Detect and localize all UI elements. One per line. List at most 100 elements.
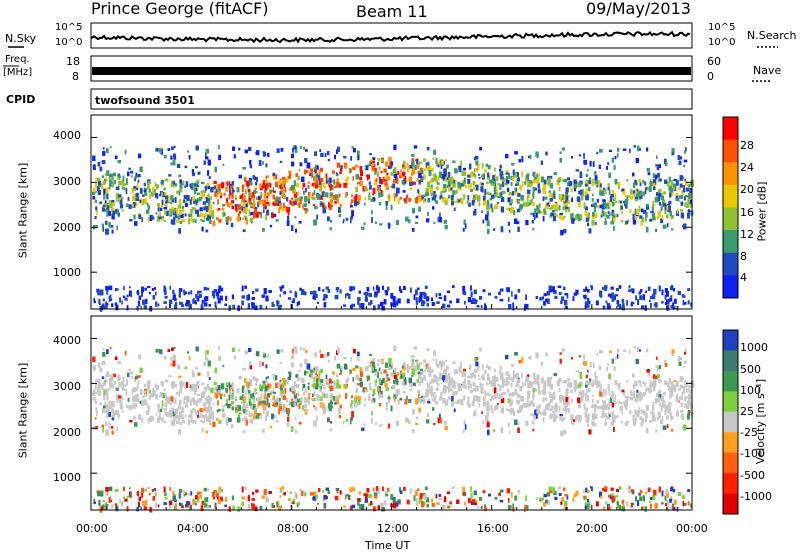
power-cell <box>264 189 267 193</box>
power-cell <box>286 220 290 226</box>
power-cell <box>265 175 268 179</box>
power-cell <box>345 179 348 183</box>
power-cell <box>521 171 523 177</box>
power-cell <box>410 287 412 293</box>
power-cell <box>632 218 637 225</box>
velocity-cell <box>512 507 515 512</box>
power-cell <box>123 285 125 290</box>
power-cell <box>664 209 667 214</box>
power-cell <box>355 174 359 180</box>
power-cell <box>526 195 529 201</box>
power-cell <box>573 218 575 221</box>
power-cell <box>313 166 317 172</box>
power-cell <box>650 302 652 308</box>
velocity-cell <box>307 397 310 403</box>
power-cell <box>672 288 676 292</box>
power-cell <box>278 196 281 201</box>
power-cell <box>454 200 458 203</box>
power-cell <box>444 224 448 230</box>
power-cell <box>170 181 174 187</box>
power-cell <box>214 166 217 173</box>
power-cell <box>252 175 255 179</box>
power-cell <box>272 202 275 206</box>
power-cell <box>664 158 667 165</box>
velocity-cell <box>682 501 685 507</box>
power-cell <box>467 297 471 303</box>
power-cell <box>184 165 188 169</box>
power-cell <box>535 151 539 157</box>
power-cell <box>562 179 565 182</box>
power-cell <box>181 208 185 212</box>
power-cell <box>464 171 467 177</box>
power-cell <box>390 164 393 168</box>
velocity-cell <box>411 374 414 377</box>
power-cell <box>269 183 272 188</box>
velocity-cell <box>505 355 509 360</box>
power-cell <box>621 305 625 311</box>
velocity-cell <box>163 388 166 392</box>
power-cell <box>111 229 114 234</box>
power-cell <box>616 300 619 305</box>
power-cell <box>111 216 114 220</box>
power-cell <box>359 166 363 171</box>
power-cell <box>380 193 384 197</box>
power-cell <box>147 286 151 288</box>
power-cell <box>585 174 588 177</box>
power-cell <box>402 171 406 177</box>
power-cell <box>286 177 289 183</box>
power-cell <box>500 288 504 292</box>
power-cell <box>662 202 667 207</box>
velocity-cell <box>236 417 241 423</box>
power-cell <box>151 288 154 291</box>
power-cell <box>265 295 269 302</box>
velocity-cell <box>350 403 353 408</box>
power-cell <box>196 192 200 195</box>
power-cell <box>244 149 248 154</box>
velocity-cell <box>135 388 139 392</box>
power-cell <box>636 189 639 192</box>
power-cell <box>438 296 442 299</box>
power-cell <box>289 200 291 205</box>
velocity-cell <box>532 428 535 432</box>
power-cell <box>423 293 427 299</box>
power-cell <box>217 297 221 304</box>
power-cell <box>489 179 493 184</box>
power-cell <box>277 180 281 185</box>
velocity-cell <box>668 377 671 384</box>
power-cell <box>611 201 614 207</box>
velocity-cell <box>172 420 176 426</box>
power-cell <box>207 170 210 176</box>
velocity-cell <box>644 389 647 395</box>
power-cell <box>102 147 105 150</box>
velocity-cell <box>677 491 681 496</box>
power-cell <box>303 291 307 296</box>
power-cell <box>513 210 516 215</box>
power-cell <box>689 188 692 194</box>
noise-panel-frame <box>90 22 693 49</box>
velocity-cell <box>333 380 336 386</box>
velocity-cell <box>411 429 415 433</box>
power-cell <box>409 187 413 190</box>
power-cell <box>139 199 142 203</box>
power-cell <box>427 161 430 168</box>
power-cell <box>329 186 332 191</box>
power-cell <box>532 227 535 231</box>
power-cell <box>564 200 568 204</box>
power-cell <box>244 215 247 218</box>
power-cell <box>652 183 656 187</box>
power-cell <box>549 197 553 202</box>
power-cell <box>646 147 649 152</box>
power-cell <box>542 216 545 222</box>
power-cell <box>318 287 321 292</box>
power-cell <box>670 216 673 219</box>
power-cell <box>141 286 145 293</box>
power-cell <box>310 291 314 295</box>
power-cell <box>490 181 493 186</box>
velocity-cell <box>478 377 481 380</box>
velocity-cell <box>155 348 159 353</box>
velocity-cell <box>93 366 96 371</box>
power-cell <box>415 297 418 302</box>
power-cell <box>668 176 671 183</box>
velocity-cell <box>117 374 120 379</box>
power-cell <box>559 151 562 154</box>
